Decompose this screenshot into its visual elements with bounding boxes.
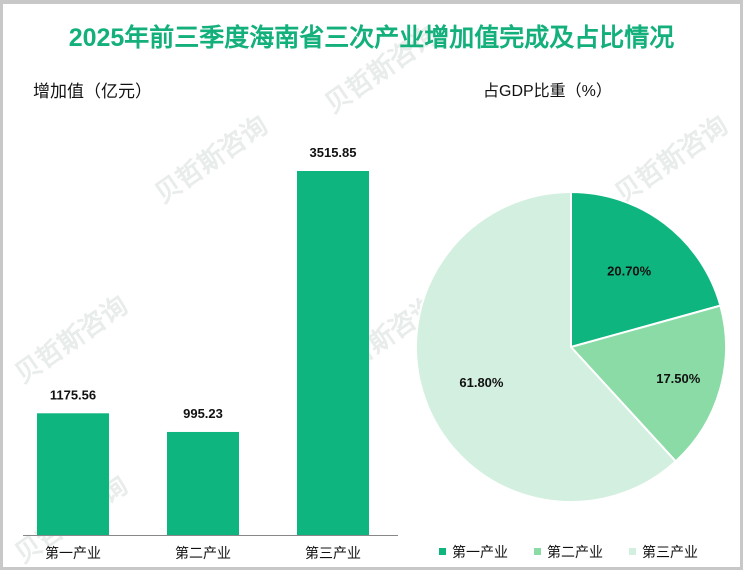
- x-tick-label: 第三产业: [305, 545, 361, 561]
- legend-swatch: [629, 548, 636, 555]
- plot-area: 1175.56 第一产业 995.23 第二产业 3515.85 第三产业 20.70% 17…: [23, 145, 727, 561]
- bar-data-label: 3515.85: [310, 145, 357, 160]
- legend-label: 第三产业: [642, 544, 698, 560]
- legend-swatch: [439, 548, 446, 555]
- legend-label: 第一产业: [452, 544, 508, 560]
- pie-slice: [415, 190, 678, 503]
- legend-label: 第二产业: [547, 544, 603, 560]
- bar: [37, 413, 109, 535]
- x-tick-label: 第一产业: [45, 545, 101, 561]
- bar-data-label: 995.23: [183, 406, 223, 421]
- bar-data-label: 1175.56: [50, 387, 96, 402]
- chart-title: 2025年前三季度海南省三次产业增加值完成及占比情况: [68, 24, 675, 52]
- legend-swatch: [534, 548, 541, 555]
- pie-data-label: 17.50%: [656, 371, 701, 386]
- x-tick-label: 第二产业: [175, 545, 231, 561]
- pie-data-label: 61.80%: [459, 375, 504, 390]
- bar: [297, 171, 369, 535]
- bar: [167, 431, 239, 535]
- pie-chart-title: 占GDP比重（%）: [483, 83, 612, 100]
- pie-slice: [570, 190, 722, 349]
- pie-slice: [569, 304, 727, 463]
- bar-chart-title: 增加值（亿元）: [33, 82, 152, 101]
- pie-data-label: 20.70%: [607, 264, 652, 279]
